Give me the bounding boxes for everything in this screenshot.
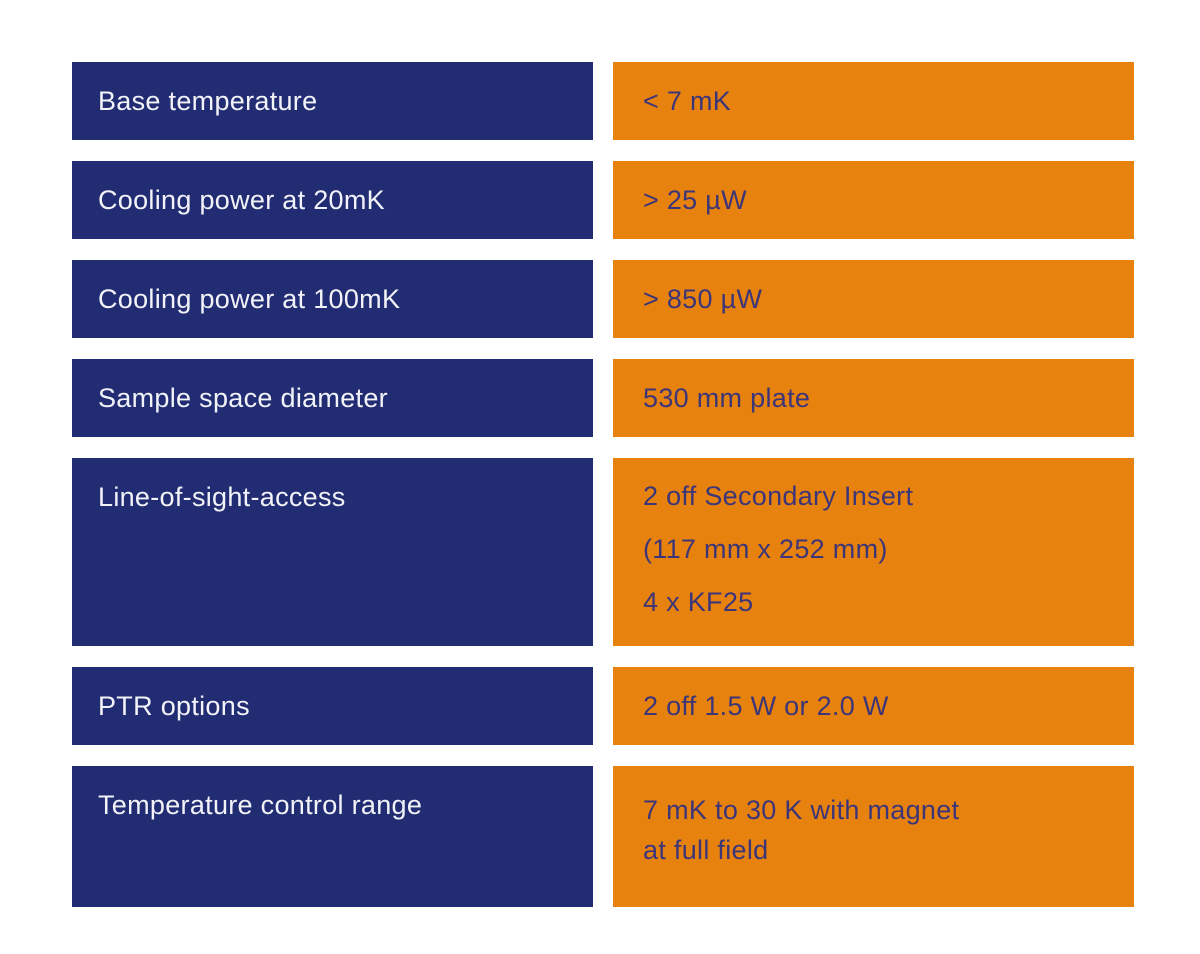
spec-row: PTR options 2 off 1.5 W or 2.0 W	[72, 667, 1134, 745]
spec-label-cell: Cooling power at 100mK	[72, 260, 593, 338]
spec-value-line: at full field	[643, 835, 769, 865]
spec-value-line: > 850 µW	[643, 283, 763, 314]
spec-label-cell: Temperature control range	[72, 766, 593, 907]
spec-value-line: 2 off Secondary Insert	[643, 481, 914, 511]
spec-label: Base temperature	[98, 85, 318, 116]
spec-value-line: (117 mm x 252 mm)	[643, 534, 888, 564]
spec-label: Cooling power at 100mK	[98, 283, 401, 314]
spec-value-line: 530 mm plate	[643, 382, 811, 413]
spec-value-line: < 7 mK	[643, 85, 732, 116]
spec-value-line: 2 off 1.5 W or 2.0 W	[643, 690, 889, 721]
spec-label-cell: Cooling power at 20mK	[72, 161, 593, 239]
spec-row: Cooling power at 100mK > 850 µW	[72, 260, 1134, 338]
spec-value-cell: 7 mK to 30 K with magnet at full field	[613, 766, 1134, 907]
spec-row: Cooling power at 20mK > 25 µW	[72, 161, 1134, 239]
spec-label: Line-of-sight-access	[98, 482, 346, 512]
specification-table: Base temperature < 7 mK Cooling power at…	[72, 62, 1134, 928]
spec-value-cell: 2 off 1.5 W or 2.0 W	[613, 667, 1134, 745]
spec-row: Base temperature < 7 mK	[72, 62, 1134, 140]
spec-label: Cooling power at 20mK	[98, 184, 385, 215]
spec-label: PTR options	[98, 690, 250, 721]
spec-label: Temperature control range	[98, 790, 423, 820]
spec-label-cell: Sample space diameter	[72, 359, 593, 437]
spec-row: Temperature control range 7 mK to 30 K w…	[72, 766, 1134, 907]
spec-value-line: 4 x KF25	[643, 587, 754, 617]
spec-value-line: 7 mK to 30 K with magnet	[643, 795, 960, 825]
spec-value-cell: 530 mm plate	[613, 359, 1134, 437]
spec-label-cell: Line-of-sight-access	[72, 458, 593, 646]
spec-row: Line-of-sight-access 2 off Secondary Ins…	[72, 458, 1134, 646]
spec-label-cell: PTR options	[72, 667, 593, 745]
spec-label: Sample space diameter	[98, 382, 388, 413]
spec-label-cell: Base temperature	[72, 62, 593, 140]
spec-row: Sample space diameter 530 mm plate	[72, 359, 1134, 437]
spec-value-line: > 25 µW	[643, 184, 747, 215]
spec-value-cell: > 850 µW	[613, 260, 1134, 338]
spec-value-cell: < 7 mK	[613, 62, 1134, 140]
spec-value-cell: > 25 µW	[613, 161, 1134, 239]
spec-value-cell: 2 off Secondary Insert (117 mm x 252 mm) 4…	[613, 458, 1134, 646]
